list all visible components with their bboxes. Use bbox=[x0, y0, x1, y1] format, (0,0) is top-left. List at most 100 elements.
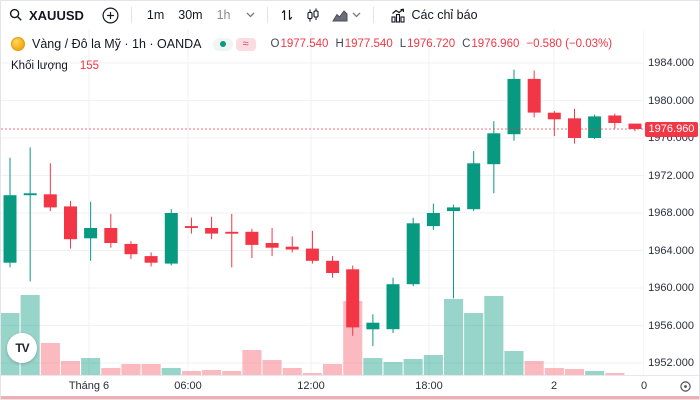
volume-value: 155 bbox=[79, 60, 99, 72]
price-tick-label: 1980.000 bbox=[648, 94, 694, 107]
price-scale-arrows-button[interactable] bbox=[278, 6, 296, 24]
toolbar-separator bbox=[372, 7, 374, 23]
change-value: −0.580 (−0.03%) bbox=[526, 38, 613, 50]
candle-body bbox=[124, 243, 138, 255]
time-axis[interactable]: Tháng 6 06:00 12:00 18:00 2 0 bbox=[1, 375, 699, 399]
close-value: 1976.960 bbox=[471, 38, 520, 50]
symbol-title: Vàng / Đô la Mỹ · 1h · OANDA bbox=[32, 37, 202, 51]
time-tick-label: 06:00 bbox=[174, 380, 202, 392]
symbol-legend-row[interactable]: Vàng / Đô la Mỹ · 1h · OANDA ≈ O 1977.540… bbox=[11, 37, 612, 51]
top-toolbar: XAUUSD 1m 30m 1h bbox=[1, 1, 699, 29]
volume-bar bbox=[60, 361, 80, 378]
candle-body bbox=[3, 195, 17, 263]
chevron-down-icon bbox=[352, 12, 361, 18]
candle-body bbox=[144, 256, 158, 263]
candle-body bbox=[467, 163, 481, 210]
bottom-panel-edge bbox=[1, 396, 699, 399]
indicators-label: Các chỉ báo bbox=[411, 8, 478, 22]
volume-bar bbox=[262, 360, 282, 378]
candle-body bbox=[527, 78, 541, 113]
volume-label: Khối lượng bbox=[11, 60, 68, 72]
chart-style-button[interactable] bbox=[330, 7, 363, 24]
indicators-button[interactable]: Các chỉ báo bbox=[384, 7, 484, 24]
open-label: O bbox=[270, 38, 280, 50]
candle-body bbox=[164, 213, 178, 264]
price-axis[interactable]: 1984.000 1980.000 1976.000 1972.000 1968.000… bbox=[644, 29, 699, 378]
volume-bar bbox=[423, 355, 443, 378]
candle-body bbox=[305, 248, 319, 261]
gold-coin-icon bbox=[11, 37, 25, 51]
chart-type-candles-button[interactable] bbox=[304, 6, 322, 25]
candle-body bbox=[426, 213, 440, 227]
volume-bar bbox=[121, 364, 141, 378]
high-label: H bbox=[335, 38, 344, 50]
volume-bar bbox=[40, 343, 60, 378]
interval-30m[interactable]: 30m bbox=[173, 6, 207, 24]
volume-bar bbox=[403, 359, 423, 378]
candle-body bbox=[205, 228, 219, 234]
price-tick-label: 1972.000 bbox=[648, 169, 694, 182]
candle-body bbox=[64, 206, 77, 240]
candle-body bbox=[346, 269, 360, 328]
price-tick-label: 1952.000 bbox=[648, 357, 694, 369]
time-tick-label: Tháng 6 bbox=[68, 380, 110, 392]
time-tick-label: 12:00 bbox=[297, 380, 325, 392]
candle-body bbox=[245, 231, 259, 245]
close-label: C bbox=[462, 38, 471, 50]
toolbar-separator bbox=[266, 7, 268, 23]
area-chart-icon bbox=[331, 9, 348, 22]
price-tick-label: 1984.000 bbox=[648, 57, 694, 69]
volume-bar bbox=[282, 368, 302, 378]
time-tick-label: 0 bbox=[640, 380, 648, 392]
candle-body bbox=[84, 228, 98, 239]
volume-bar bbox=[484, 296, 504, 378]
candle-body bbox=[507, 78, 521, 135]
candle-body bbox=[326, 260, 340, 273]
volume-bar bbox=[464, 313, 484, 378]
volume-bar bbox=[161, 368, 181, 378]
volume-bar bbox=[101, 368, 121, 378]
market-status-pills: ≈ bbox=[212, 37, 256, 51]
symbol-search-button[interactable]: XAUUSD bbox=[9, 8, 84, 23]
interval-1h[interactable]: 1h bbox=[212, 6, 236, 24]
volume-bar bbox=[383, 362, 403, 378]
time-tick-label: 18:00 bbox=[415, 380, 443, 392]
interval-dropdown-button[interactable] bbox=[244, 10, 257, 20]
low-value: 1976.720 bbox=[407, 38, 456, 50]
chart-region[interactable]: Vàng / Đô la Mỹ · 1h · OANDA ≈ O 1977.540… bbox=[1, 29, 646, 378]
interval-switcher: 1m 30m 1h bbox=[142, 6, 236, 24]
volume-bar bbox=[524, 361, 544, 378]
search-icon bbox=[9, 8, 23, 22]
volume-bar bbox=[504, 351, 524, 378]
market-open-dot-icon[interactable] bbox=[212, 37, 233, 51]
price-tick-label: 1960.000 bbox=[648, 282, 694, 294]
interval-1m[interactable]: 1m bbox=[142, 6, 169, 24]
candle-body bbox=[225, 231, 239, 234]
volume-legend-row[interactable]: Khối lượng 155 bbox=[11, 60, 612, 72]
candles-svg bbox=[1, 29, 646, 378]
volume-bar bbox=[81, 358, 101, 378]
axis-settings-gear-icon[interactable] bbox=[679, 380, 692, 398]
candle-body bbox=[406, 223, 420, 285]
volume-bar bbox=[202, 370, 222, 378]
price-tick-label: 1968.000 bbox=[648, 207, 694, 219]
candle-body bbox=[366, 322, 380, 330]
tradingview-logo[interactable]: TV bbox=[7, 333, 37, 363]
volume-bar bbox=[564, 369, 584, 378]
indicators-icon bbox=[390, 8, 406, 23]
candle-body bbox=[285, 246, 299, 250]
candle-body bbox=[43, 194, 57, 208]
candle-body bbox=[608, 115, 622, 123]
candle-body bbox=[628, 123, 642, 129]
volume-bar bbox=[242, 350, 262, 378]
add-symbol-button[interactable] bbox=[100, 5, 121, 26]
low-label: L bbox=[399, 38, 407, 50]
candle-body bbox=[23, 193, 37, 196]
volume-bar bbox=[141, 364, 161, 378]
candle-body bbox=[265, 243, 279, 248]
candle-body bbox=[568, 118, 581, 138]
candle-body bbox=[487, 133, 501, 165]
volume-bar bbox=[363, 358, 383, 378]
delayed-data-icon[interactable]: ≈ bbox=[235, 37, 256, 51]
candle-body bbox=[547, 112, 561, 120]
